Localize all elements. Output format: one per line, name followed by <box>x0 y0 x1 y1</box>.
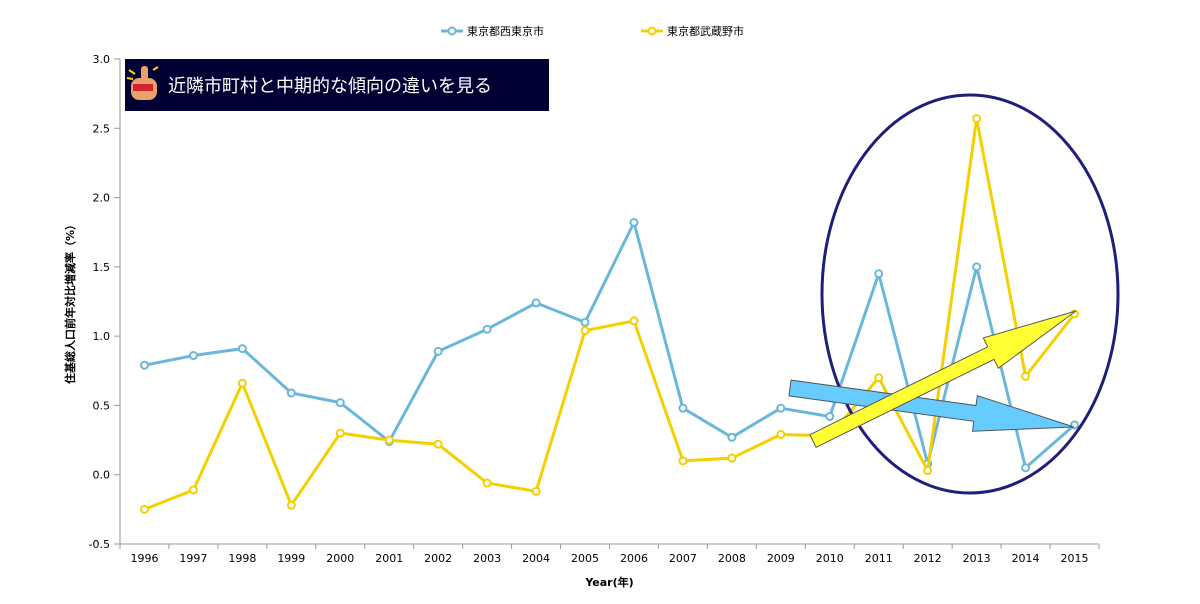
x-tick-label: 1999 <box>277 552 305 565</box>
data-point <box>874 269 884 279</box>
pointing-hand-icon <box>126 66 159 100</box>
x-tick-label: 2006 <box>620 552 648 565</box>
data-point <box>433 439 443 449</box>
legend-marker <box>647 26 657 36</box>
data-point <box>335 428 345 438</box>
series-layer <box>139 114 1080 514</box>
y-tick-label: 0.0 <box>93 469 111 482</box>
y-tick-label: 3.0 <box>93 53 111 66</box>
legend-item: 東京都武蔵野市 <box>641 24 744 38</box>
x-tick-label: 2012 <box>914 552 942 565</box>
data-point <box>1021 463 1031 473</box>
x-tick-label: 2004 <box>522 552 550 565</box>
data-point <box>629 218 639 228</box>
data-point <box>139 360 149 370</box>
data-point <box>776 403 786 413</box>
data-point <box>776 430 786 440</box>
banner-title: 近隣市町村と中期的な傾向の違いを見る <box>168 76 492 97</box>
data-point <box>384 435 394 445</box>
data-point <box>727 432 737 442</box>
y-tick-label: 2.5 <box>93 122 111 135</box>
data-point <box>335 398 345 408</box>
x-tick-label: 2009 <box>767 552 795 565</box>
data-point <box>923 466 933 476</box>
axes: 3.0 2.5 2.0 1.5 1.0 0.5 0.0 -0.5 1996 1997 1998 199… <box>63 53 1100 589</box>
data-point <box>874 373 884 383</box>
x-tick-label: 2015 <box>1061 552 1089 565</box>
legend-marker <box>447 26 457 36</box>
data-point <box>482 324 492 334</box>
data-point <box>237 378 247 388</box>
title-banner: 近隣市町村と中期的な傾向の違いを見る <box>125 59 549 111</box>
x-tick-label: 2011 <box>865 552 893 565</box>
x-tick-label: 2001 <box>375 552 403 565</box>
y-tick-label: 1.0 <box>93 330 111 343</box>
x-tick-label: 2000 <box>326 552 354 565</box>
data-point <box>286 388 296 398</box>
series-line <box>143 117 1076 511</box>
x-tick-label: 2005 <box>571 552 599 565</box>
data-point <box>727 453 737 463</box>
highlight-ellipse <box>820 93 1120 495</box>
x-axis-title: Year(年) <box>584 575 633 589</box>
data-point <box>237 344 247 354</box>
x-tick-label: 2013 <box>963 552 991 565</box>
y-tick-label: 1.5 <box>93 261 111 274</box>
series-1 <box>139 218 1080 473</box>
legend-label: 東京都西東京市 <box>467 24 544 38</box>
legend: 東京都西東京市 東京都武蔵野市 <box>441 24 744 38</box>
data-point <box>433 346 443 356</box>
data-point <box>188 485 198 495</box>
data-point <box>629 316 639 326</box>
legend-label: 東京都武蔵野市 <box>667 24 744 38</box>
down-trend-arrow <box>788 379 1075 432</box>
legend-item: 東京都西東京市 <box>441 24 544 38</box>
data-point <box>286 500 296 510</box>
data-point <box>188 351 198 361</box>
data-point <box>1021 371 1031 381</box>
annotation-layer <box>788 93 1120 495</box>
y-tick-label: -0.5 <box>89 538 110 551</box>
series-2 <box>139 114 1080 514</box>
data-point <box>972 114 982 124</box>
up-trend-arrow <box>809 310 1077 448</box>
x-tick-label: 2008 <box>718 552 746 565</box>
x-tick-label: 2007 <box>669 552 697 565</box>
x-tick-label: 2010 <box>816 552 844 565</box>
x-tick-label: 1998 <box>228 552 256 565</box>
data-point <box>531 486 541 496</box>
data-point <box>678 403 688 413</box>
x-tick-label: 2003 <box>473 552 501 565</box>
x-tick-label: 2002 <box>424 552 452 565</box>
data-point <box>580 317 590 327</box>
data-point <box>972 262 982 272</box>
y-tick-label: 0.5 <box>93 399 111 412</box>
y-axis-title: 住基総人口前年対比増減率（%） <box>63 219 77 384</box>
data-point <box>482 478 492 488</box>
banner-background <box>125 59 549 111</box>
data-point <box>139 504 149 514</box>
data-point <box>580 326 590 336</box>
series-line <box>144 221 1076 470</box>
data-point <box>825 412 835 422</box>
data-point <box>531 298 541 308</box>
x-tick-label: 1996 <box>130 552 158 565</box>
data-point <box>678 456 688 466</box>
x-tick-label: 1997 <box>179 552 207 565</box>
x-tick-label: 2014 <box>1012 552 1040 565</box>
y-tick-label: 2.0 <box>93 192 111 205</box>
